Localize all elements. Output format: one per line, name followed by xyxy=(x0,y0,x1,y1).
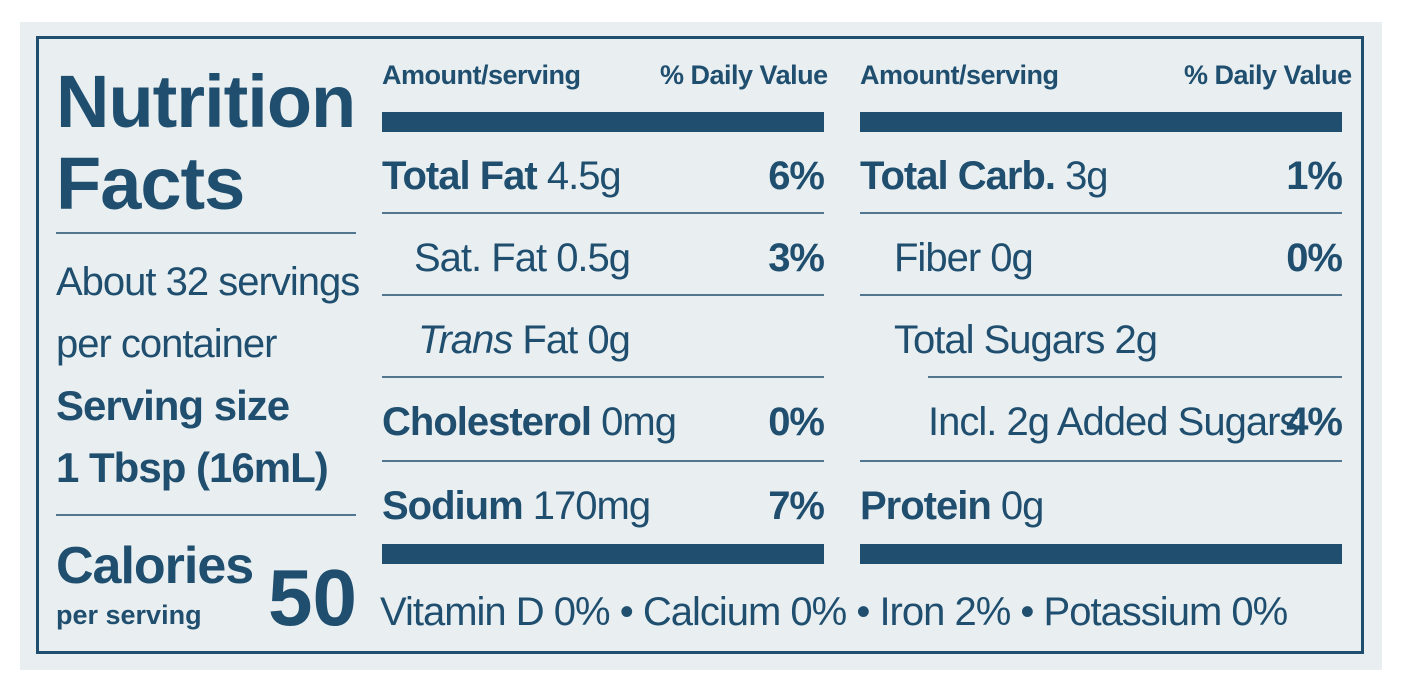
divider xyxy=(860,212,1342,214)
thick-bar xyxy=(382,544,824,564)
divider xyxy=(860,294,1342,296)
servings-line-1: About 32 servings xyxy=(56,260,360,304)
vitamins-line: Vitamin D 0% • Calcium 0% • Iron 2% • Po… xyxy=(380,590,1288,634)
divider xyxy=(382,376,824,378)
divider xyxy=(382,460,824,462)
nutrition-facts-label xyxy=(36,36,1364,654)
row-total-sugars: Total Sugars 2g xyxy=(894,318,1158,362)
title-line-1: Nutrition xyxy=(56,60,356,143)
dv-fiber: 0% xyxy=(1286,236,1343,280)
row-fiber: Fiber 0g xyxy=(894,236,1034,280)
divider xyxy=(56,514,356,516)
serving-size-value: 1 Tbsp (16mL) xyxy=(56,444,329,491)
calories-sub: per serving xyxy=(56,600,202,630)
row-total-fat: Total Fat 4.5g xyxy=(382,154,622,198)
amount-header-right: Amount/serving xyxy=(860,60,1059,90)
row-cholesterol: Cholesterol 0mg xyxy=(382,400,677,444)
thick-bar xyxy=(860,544,1342,564)
title-line-2: Facts xyxy=(56,142,245,225)
divider xyxy=(382,212,824,214)
divider xyxy=(860,460,1342,462)
dv-total-carb: 1% xyxy=(1286,154,1343,198)
dv-header-right: % Daily Value xyxy=(1184,60,1352,90)
dv-total-fat: 6% xyxy=(768,154,825,198)
dv-sat-fat: 3% xyxy=(768,236,825,280)
row-total-carb: Total Carb. 3g xyxy=(860,154,1109,198)
row-sodium: Sodium 170mg xyxy=(382,484,651,528)
divider xyxy=(928,376,1342,378)
dv-cholesterol: 0% xyxy=(768,400,825,444)
amount-header-left: Amount/serving xyxy=(382,60,581,90)
divider xyxy=(382,294,824,296)
servings-line-2: per container xyxy=(56,322,277,366)
row-trans-fat: Trans Fat 0g xyxy=(418,318,631,362)
calories-value: 50 xyxy=(268,553,357,642)
thick-bar xyxy=(382,112,824,132)
dv-added-sugars: 4% xyxy=(1286,400,1343,444)
row-added-sugars: Incl. 2g Added Sugars xyxy=(928,400,1299,444)
serving-size-label: Serving size xyxy=(56,382,290,429)
dv-header-left: % Daily Value xyxy=(660,60,828,90)
thick-bar xyxy=(860,112,1342,132)
row-sat-fat: Sat. Fat 0.5g xyxy=(414,236,631,280)
dv-sodium: 7% xyxy=(768,484,825,528)
calories-label: Calories xyxy=(56,537,254,595)
divider xyxy=(56,232,356,234)
row-protein: Protein 0g xyxy=(860,484,1044,528)
